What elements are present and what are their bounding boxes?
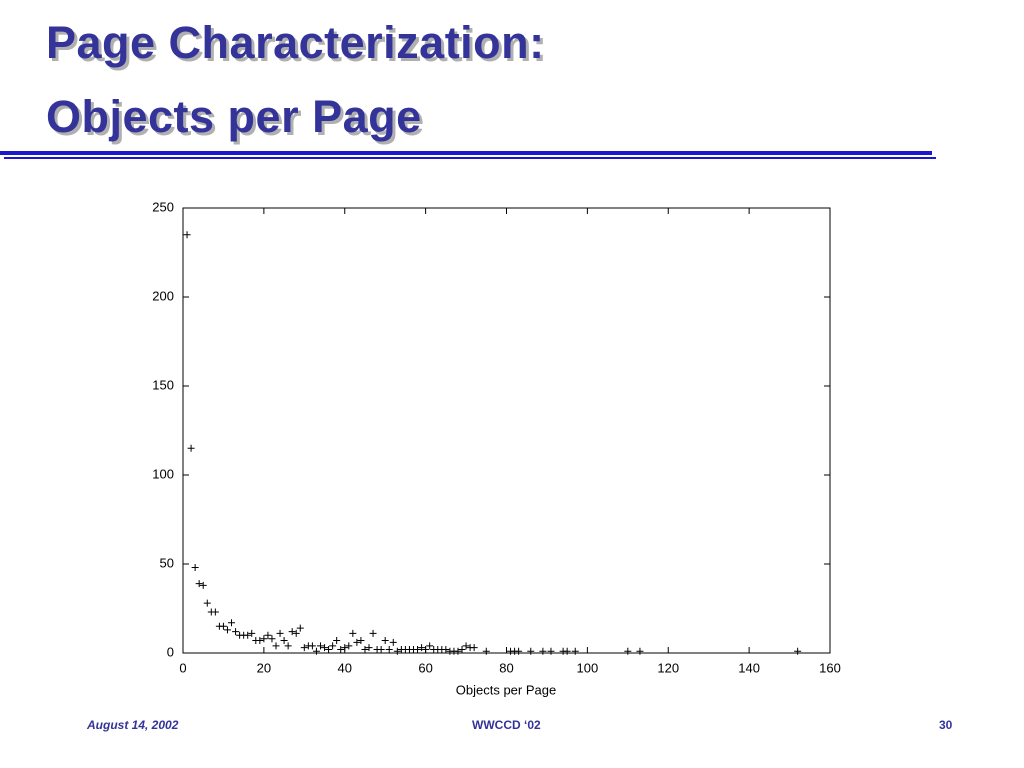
data-point [256, 637, 264, 645]
data-point [470, 644, 478, 652]
y-tick-label: 0 [167, 644, 174, 659]
x-axis-label: Objects per Page [456, 682, 556, 697]
data-point [337, 645, 345, 653]
data-point [377, 645, 385, 653]
data-point [442, 645, 450, 653]
y-tick-label: 150 [152, 377, 174, 392]
data-point [527, 647, 535, 655]
data-point [219, 622, 227, 630]
data-point [357, 637, 365, 645]
data-point [312, 647, 320, 655]
data-point [624, 647, 632, 655]
data-point [571, 647, 579, 655]
data-point [183, 231, 191, 239]
footer-page: 30 [939, 718, 953, 732]
data-point [191, 564, 199, 572]
x-tick-label: 100 [577, 660, 599, 675]
footer-event: WWCCD ‘02 [472, 718, 541, 732]
x-tick-label: 160 [819, 660, 841, 675]
data-point [300, 644, 308, 652]
data-point [276, 629, 284, 637]
footer-date: August 14, 2002 [87, 718, 179, 732]
data-point [223, 626, 231, 634]
title-line: Objects per Page [46, 91, 422, 142]
data-point [272, 642, 280, 650]
data-point [228, 619, 236, 627]
x-tick-label: 20 [257, 660, 271, 675]
data-point [385, 645, 393, 653]
data-point [422, 645, 430, 653]
data-point [203, 599, 211, 607]
data-point [414, 645, 422, 653]
x-tick-label: 120 [657, 660, 679, 675]
y-tick-label: 100 [152, 466, 174, 481]
data-point [321, 644, 329, 652]
data-point [462, 642, 470, 650]
data-point [353, 638, 361, 646]
x-tick-label: 140 [738, 660, 760, 675]
y-tick-label: 250 [152, 199, 174, 214]
data-point [349, 629, 357, 637]
chart: Objects per Page 0 20 40 60 80 100 120 140 160 0 5… [152, 199, 841, 697]
data-point [333, 637, 341, 645]
data-point [458, 645, 466, 653]
y-tick-label: 50 [160, 555, 174, 570]
slide-title: Page Characterization: Objects per Page [46, 6, 545, 154]
x-tick-label: 40 [338, 660, 352, 675]
data-point [264, 631, 272, 639]
data-point [187, 444, 195, 452]
data-point [345, 642, 353, 650]
data-point [547, 647, 555, 655]
data-point [381, 637, 389, 645]
data-point [244, 631, 252, 639]
data-point [248, 629, 256, 637]
data-point [211, 608, 219, 616]
x-tick-label: 80 [499, 660, 513, 675]
data-point [325, 645, 333, 653]
data-point [308, 642, 316, 650]
data-point [316, 642, 324, 650]
data-point [292, 629, 300, 637]
data-point [232, 628, 240, 636]
data-point [794, 647, 802, 655]
y-tick-label: 200 [152, 288, 174, 303]
data-point [563, 647, 571, 655]
data-point [361, 645, 369, 653]
data-point [260, 635, 268, 643]
data-point [296, 624, 304, 632]
data-point [268, 635, 276, 643]
data-point [199, 581, 207, 589]
data-point [389, 638, 397, 646]
data-point [341, 644, 349, 652]
data-point [329, 642, 337, 650]
title-rule [0, 151, 932, 155]
plot-frame [182, 207, 831, 654]
data-point [288, 628, 296, 636]
data-point [284, 642, 292, 650]
x-tick-label: 0 [179, 660, 186, 675]
data-point [195, 580, 203, 588]
data-point [515, 647, 523, 655]
data-point [418, 644, 426, 652]
data-point [426, 642, 434, 650]
x-tick-label: 60 [418, 660, 432, 675]
data-point [280, 637, 288, 645]
title-line: Page Characterization: [46, 17, 545, 68]
data-point [393, 647, 401, 655]
data-point [454, 647, 462, 655]
data-point [482, 647, 490, 655]
data-point [365, 644, 373, 652]
data-point [369, 629, 377, 637]
data-point [539, 647, 547, 655]
data-point [636, 647, 644, 655]
title-rule [4, 157, 936, 159]
